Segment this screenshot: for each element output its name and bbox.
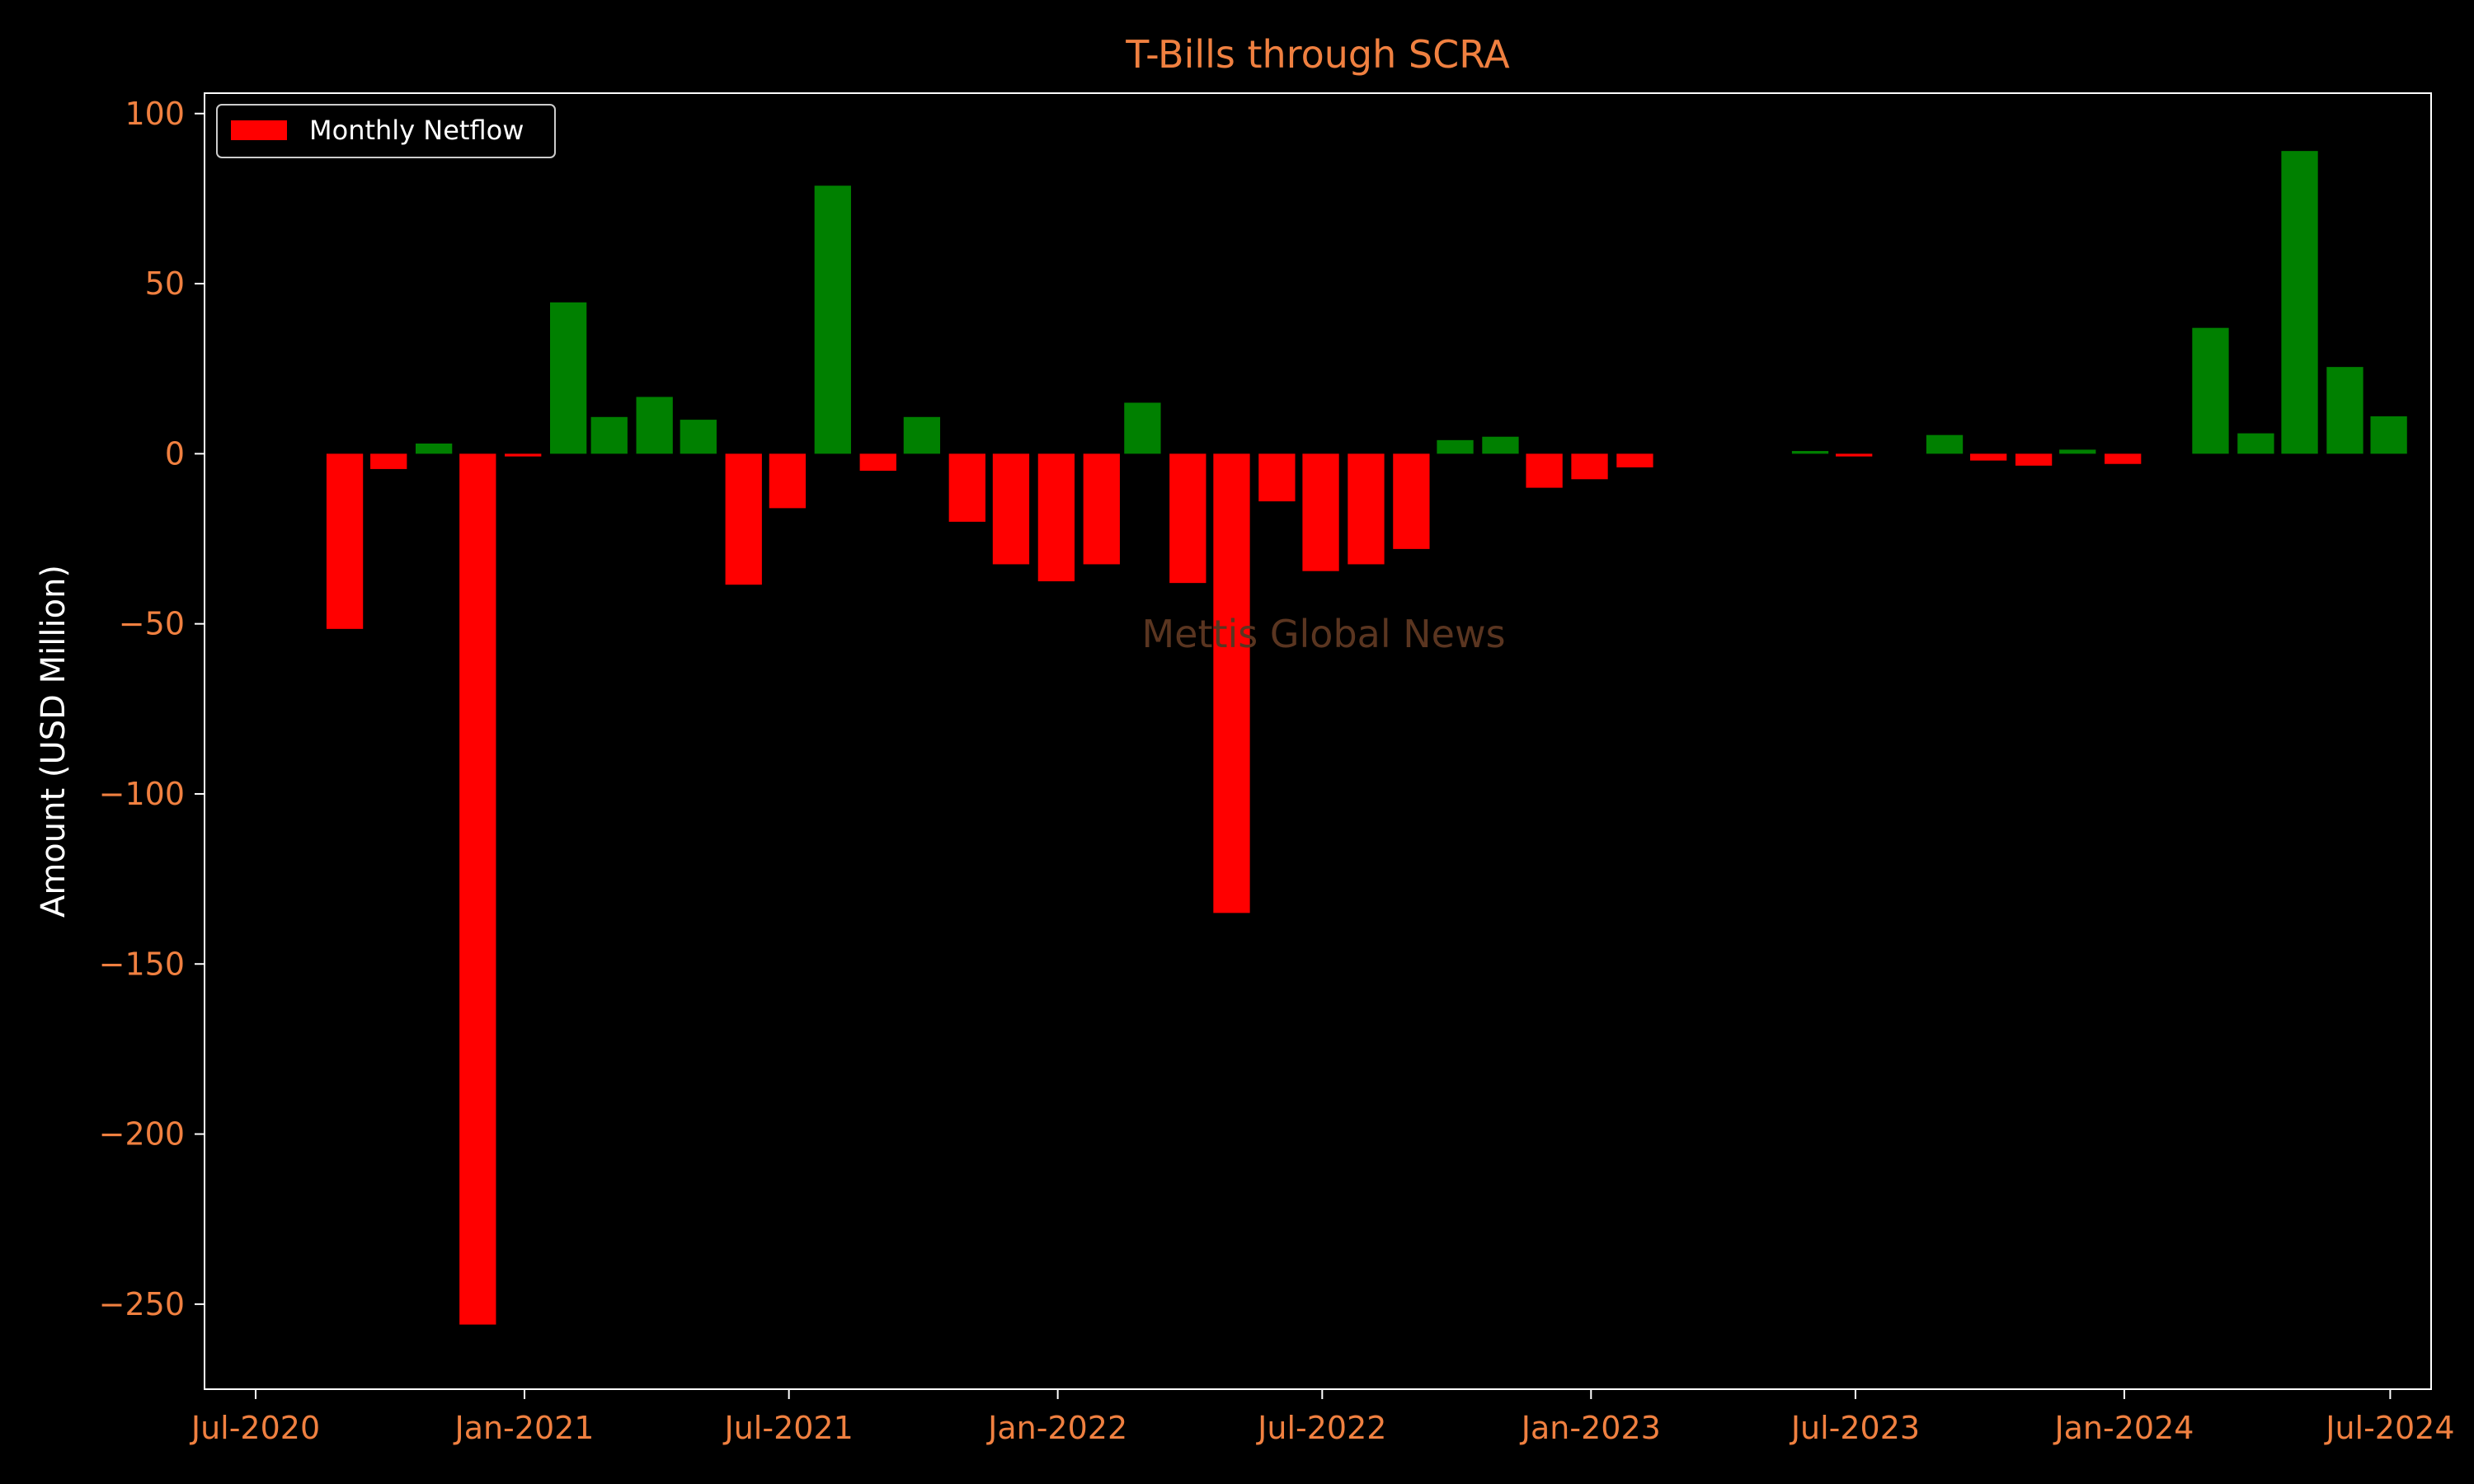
bar-2021-11-30: [992, 453, 1030, 565]
x-tick-label: Jan-2022: [986, 1410, 1127, 1446]
bar-2022-12-31: [1571, 453, 1608, 480]
y-tick-label: −200: [99, 1116, 185, 1153]
bar-2021-05-31: [725, 453, 762, 585]
x-tick-label: Jul-2023: [1790, 1410, 1920, 1446]
bar-2021-10-31: [948, 453, 985, 522]
bar-2022-06-30: [1302, 453, 1339, 571]
bar-2024-04-30: [2281, 151, 2318, 454]
plot-frame: [204, 92, 2432, 1390]
y-tick-label: −100: [99, 776, 185, 812]
x-tick-label: Jul-2021: [723, 1410, 854, 1446]
bar-2022-09-30: [1437, 439, 1474, 454]
bar-2022-04-30: [1213, 453, 1250, 913]
bar-2022-03-31: [1169, 453, 1206, 584]
y-tick-label: 50: [145, 265, 185, 302]
legend: Monthly Netflow: [216, 104, 556, 158]
bar-2021-09-30: [903, 416, 941, 454]
bar-2023-11-30: [2059, 449, 2096, 454]
x-tick-label: Jan-2023: [1520, 1410, 1661, 1446]
bar-2023-12-31: [2105, 453, 2142, 464]
y-tick-label: −50: [119, 606, 185, 642]
bars-layer: [326, 151, 2407, 1325]
bar-2021-07-31: [814, 186, 851, 454]
chart-title: T-Bills through SCRA: [1125, 32, 1510, 77]
bar-2023-08-31: [1926, 434, 1964, 454]
bar-2021-02-28: [590, 416, 628, 454]
bar-2024-02-29: [2192, 327, 2229, 454]
bar-2021-06-30: [769, 453, 807, 509]
x-tick-label: Jan-2024: [2053, 1410, 2194, 1446]
bar-2021-12-31: [1037, 453, 1075, 582]
y-axis-label: Amount (USD Million): [35, 565, 73, 918]
legend-swatch: [231, 120, 287, 140]
bar-2024-06-30: [2370, 416, 2407, 454]
bar-2020-08-31: [326, 453, 364, 629]
watermark: Mettis Global News: [1141, 612, 1505, 656]
bar-2020-09-30: [370, 453, 407, 469]
bar-2024-03-31: [2237, 433, 2274, 454]
bar-2022-11-30: [1526, 453, 1563, 488]
bar-2021-04-30: [680, 420, 717, 454]
bar-2021-01-31: [550, 302, 587, 454]
bar-2022-05-31: [1258, 453, 1296, 502]
bar-2021-03-31: [636, 397, 673, 454]
bar-2022-10-31: [1482, 436, 1519, 454]
bar-2020-12-31: [505, 453, 542, 457]
bar-2021-08-31: [859, 453, 896, 471]
bar-2022-07-31: [1348, 453, 1385, 565]
bar-2020-11-30: [459, 453, 496, 1325]
y-axis: 100 50 0 −50 −100 −150 −200 −250: [99, 96, 205, 1322]
legend-box: [216, 104, 556, 158]
bar-2023-01-31: [1616, 453, 1653, 467]
x-axis: Jul-2020 Jan-2021 Jul-2021 Jan-2022 Jul-2022…: [190, 1389, 2455, 1446]
y-tick-label: −150: [99, 946, 185, 982]
bar-2023-10-31: [2015, 453, 2053, 466]
bar-2023-09-30: [1970, 453, 2007, 461]
bar-2022-01-31: [1083, 453, 1120, 565]
y-tick-label: 0: [165, 435, 185, 472]
y-tick-label: 100: [125, 96, 185, 132]
legend-label: Monthly Netflow: [309, 115, 524, 146]
bar-2022-08-31: [1393, 453, 1430, 549]
x-tick-label: Jul-2024: [2324, 1410, 2454, 1446]
bar-2022-02-28: [1124, 402, 1161, 454]
bar-2023-05-31: [1791, 451, 1829, 454]
x-tick-label: Jul-2020: [190, 1410, 320, 1446]
bar-2020-10-31: [416, 443, 453, 454]
x-tick-label: Jan-2021: [453, 1410, 594, 1446]
bar-2023-06-30: [1836, 453, 1873, 457]
x-tick-label: Jul-2022: [1256, 1410, 1386, 1446]
y-tick-label: −250: [99, 1286, 185, 1322]
bar-2024-05-31: [2326, 367, 2363, 454]
